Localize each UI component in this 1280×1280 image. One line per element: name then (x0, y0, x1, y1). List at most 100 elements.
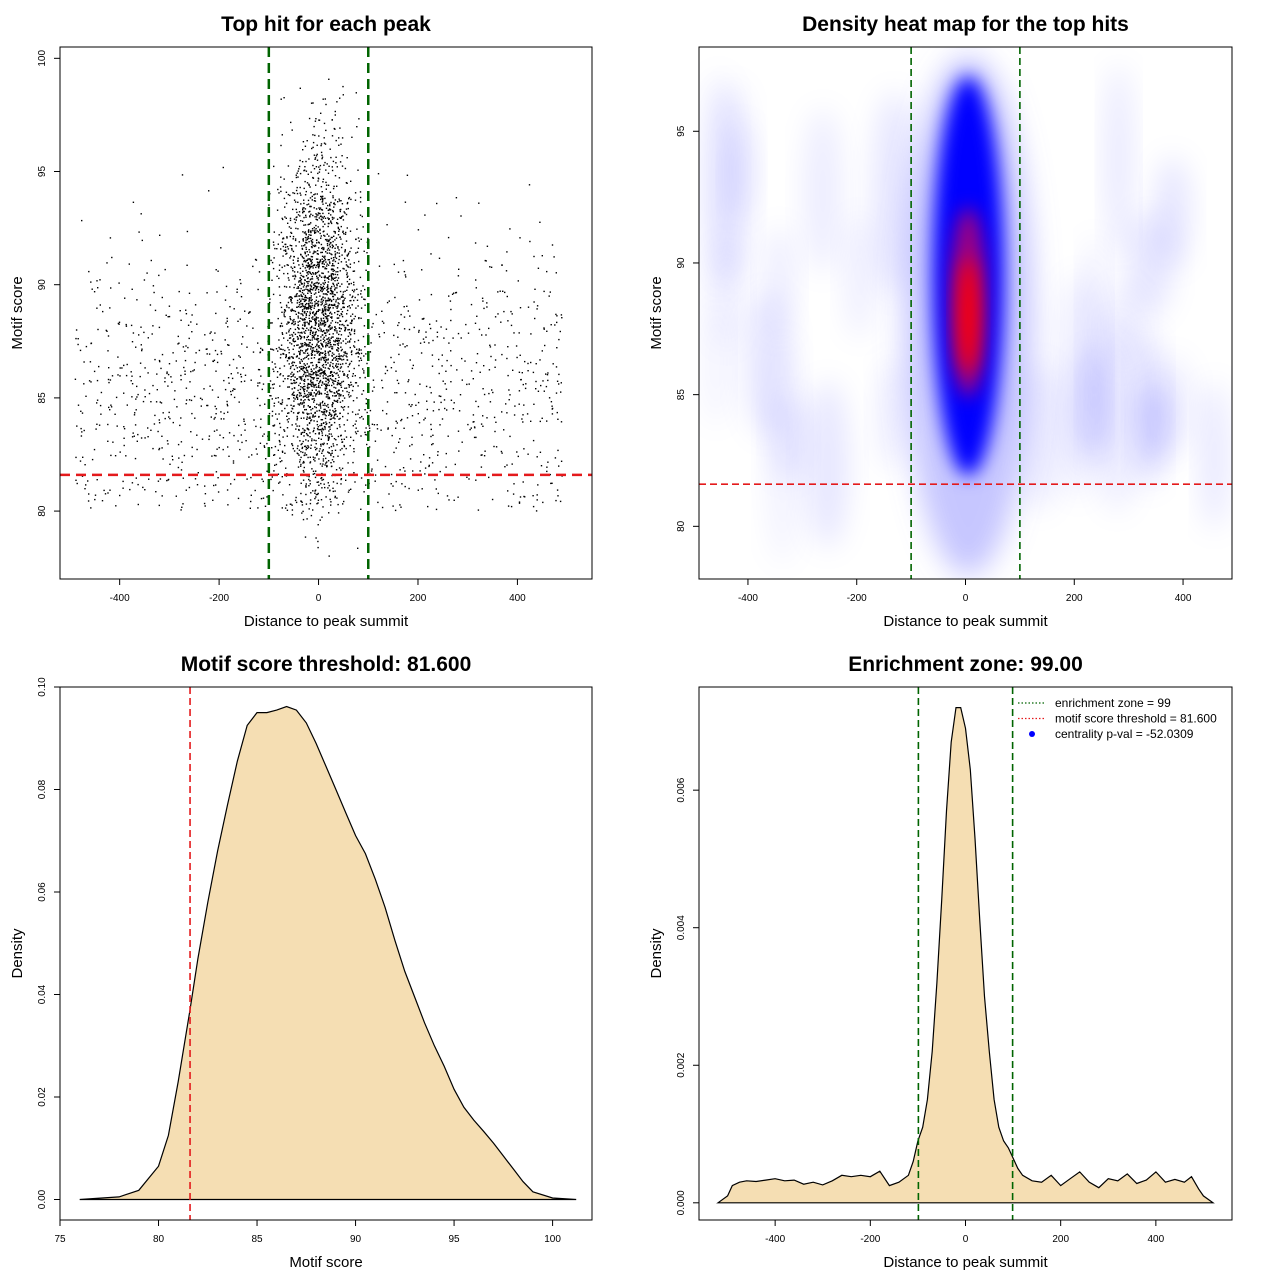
scatter-point (309, 237, 312, 240)
scatter-point (117, 374, 119, 376)
scatter-point (300, 306, 303, 308)
scatter-point (342, 301, 344, 303)
scatter-point (289, 235, 291, 238)
scatter-point (282, 237, 285, 240)
scatter-point (110, 406, 113, 408)
scatter-point (358, 348, 360, 350)
scatter-point (560, 382, 562, 384)
density-blob (714, 83, 750, 283)
scatter-point (239, 448, 241, 451)
scatter-point (348, 391, 350, 394)
scatter-point (341, 447, 343, 450)
scatter-point (308, 265, 310, 268)
scatter-point (326, 240, 328, 242)
scatter-point (319, 448, 321, 450)
scatter-point (326, 263, 328, 265)
scatter-point (325, 421, 327, 423)
scatter-point (303, 282, 306, 284)
scatter-point (326, 466, 328, 468)
scatter-point (293, 286, 295, 289)
scatter-point (359, 417, 361, 419)
scatter-point (158, 274, 160, 277)
scatter-point (280, 98, 282, 100)
scatter-point (331, 317, 333, 319)
scatter-point (339, 330, 341, 332)
scatter-point (240, 296, 243, 298)
scatter-point (328, 209, 330, 211)
scatter-point (291, 509, 294, 511)
scatter-point (334, 378, 337, 380)
scatter-point (331, 268, 333, 270)
scatter-point (332, 160, 335, 163)
scatter-point (325, 380, 327, 383)
scatter-point (301, 245, 303, 247)
scatter-point (291, 393, 293, 396)
scatter-point (166, 371, 168, 373)
scatter-point (532, 371, 535, 374)
scatter-point (314, 333, 317, 335)
scatter-point (285, 356, 287, 359)
scatter-point (285, 243, 287, 246)
scatter-point (306, 447, 309, 450)
scatter-point (324, 417, 327, 420)
scatter-point (310, 308, 312, 311)
scatter-point (346, 356, 348, 358)
scatter-point (317, 377, 320, 380)
scatter-point (306, 416, 308, 418)
y-tick-label: 0.000 (676, 1190, 687, 1215)
scatter-point (322, 313, 324, 315)
scatter-point (294, 499, 297, 502)
scatter-point (306, 266, 309, 268)
scatter-point (204, 364, 206, 366)
scatter-point (335, 355, 338, 358)
scatter-point (321, 516, 323, 518)
scatter-point (312, 272, 314, 274)
scatter-point (90, 507, 92, 509)
scatter-point (289, 219, 292, 222)
scatter-point (340, 349, 343, 352)
scatter-point (327, 315, 329, 317)
scatter-point (303, 259, 306, 262)
scatter-point (353, 472, 355, 474)
scatter-point (325, 303, 328, 305)
scatter-point (328, 324, 331, 327)
scatter-point (125, 374, 128, 377)
scatter-point (475, 279, 477, 281)
scatter-point (445, 370, 447, 372)
scatter-point (515, 345, 518, 347)
scatter-point (402, 259, 405, 262)
scatter-point (303, 210, 305, 213)
scatter-point (135, 477, 137, 479)
scatter-point (325, 342, 327, 344)
scatter-point (550, 401, 553, 403)
scatter-point (96, 479, 98, 481)
scatter-point (455, 291, 458, 294)
scatter-point (301, 442, 303, 445)
scatter-point (208, 438, 210, 441)
scatter-point (96, 423, 98, 425)
scatter-point (333, 304, 336, 307)
scatter-point (75, 329, 78, 331)
scatter-point (381, 387, 384, 389)
scatter-point (312, 134, 314, 136)
scatter-point (227, 377, 230, 379)
scatter-point (300, 443, 302, 446)
scatter-point (312, 430, 314, 433)
scatter-point (323, 319, 325, 322)
scatter-point (125, 325, 128, 327)
scatter-point (306, 288, 309, 291)
scatter-point (318, 366, 321, 369)
scatter-point (539, 359, 541, 361)
scatter-point (368, 430, 371, 432)
scatter-point (326, 238, 328, 241)
scatter-point (331, 348, 334, 350)
scatter-point (284, 452, 286, 454)
scatter-point (441, 354, 443, 356)
scatter-point (209, 332, 211, 335)
scatter-point (310, 353, 313, 355)
scatter-point (308, 475, 310, 478)
scatter-point (167, 373, 170, 376)
scatter-point (292, 392, 294, 395)
scatter-point (316, 159, 319, 161)
